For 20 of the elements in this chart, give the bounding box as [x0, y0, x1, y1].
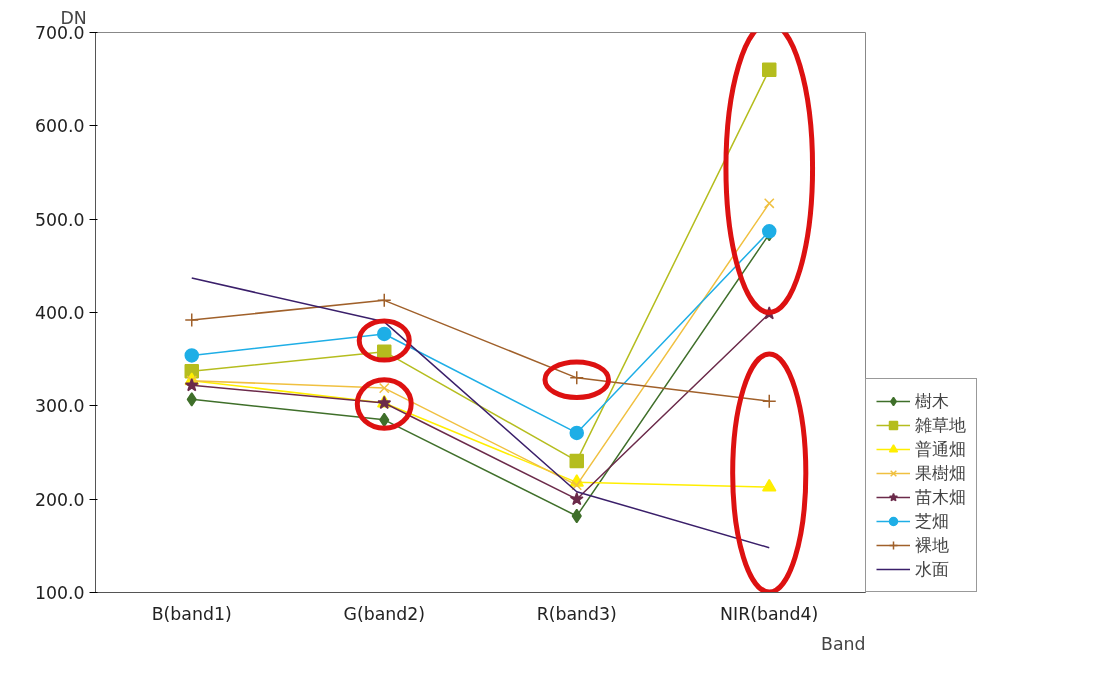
y-tick-label: 700.0 [34, 23, 85, 43]
legend-label: 果樹畑 [915, 462, 966, 485]
x-tick-label: B(band1) [151, 603, 232, 624]
legend-label: 水面 [915, 558, 949, 581]
y-tick-label: 200.0 [34, 489, 85, 510]
x-tick-label: R(band3) [536, 603, 617, 624]
x-tick-label: G(band2) [343, 603, 426, 624]
y-tick-label: 100.0 [34, 583, 85, 603]
x-tick-label: NIR(band4) [720, 603, 819, 624]
legend-label: 裸地 [915, 534, 949, 557]
x-axis-title: Band [821, 633, 866, 654]
legend-label: 樹木 [915, 390, 949, 413]
y-tick-label: 300.0 [34, 396, 85, 417]
legend-label: 芝畑 [915, 510, 949, 533]
y-tick-label: 400.0 [34, 303, 85, 323]
legend-label: 普通畑 [915, 438, 966, 461]
y-tick-label: 600.0 [34, 116, 85, 137]
y-tick-label: 500.0 [34, 209, 85, 230]
legend-label: 雑草地 [915, 414, 966, 437]
legend-label: 苗木畑 [915, 486, 966, 509]
